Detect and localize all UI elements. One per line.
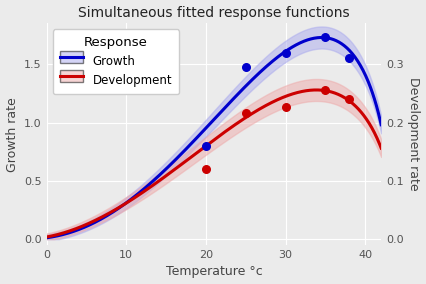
Point (282, 50, 289, 55)
Point (322, 35, 329, 40)
Y-axis label: Development rate: Development rate (407, 78, 420, 191)
Point (242, 64, 249, 69)
Point (202, 167, 209, 172)
Legend: Growth, Development: Growth, Development (52, 30, 179, 95)
Point (346, 56, 353, 61)
Title: Simultaneous fitted response functions: Simultaneous fitted response functions (78, 6, 350, 20)
Point (242, 111, 249, 116)
Point (282, 105, 289, 110)
X-axis label: Temperature °c: Temperature °c (166, 266, 262, 278)
Point (322, 88, 329, 92)
Y-axis label: Growth rate: Growth rate (6, 97, 19, 172)
Point (346, 97, 353, 102)
Point (202, 144, 209, 148)
